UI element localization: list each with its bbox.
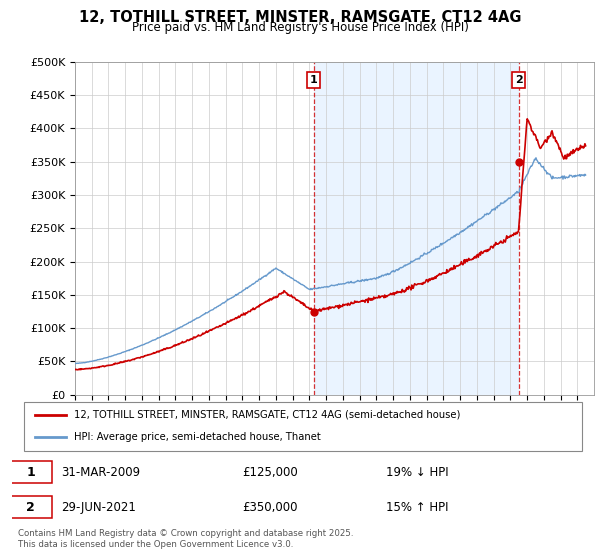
FancyBboxPatch shape (24, 402, 582, 451)
Text: £125,000: £125,000 (242, 465, 298, 479)
Text: £350,000: £350,000 (242, 501, 298, 514)
Text: 12, TOTHILL STREET, MINSTER, RAMSGATE, CT12 4AG (semi-detached house): 12, TOTHILL STREET, MINSTER, RAMSGATE, C… (74, 410, 461, 420)
Text: HPI: Average price, semi-detached house, Thanet: HPI: Average price, semi-detached house,… (74, 432, 321, 442)
Text: 1: 1 (26, 465, 35, 479)
Text: 12, TOTHILL STREET, MINSTER, RAMSGATE, CT12 4AG: 12, TOTHILL STREET, MINSTER, RAMSGATE, C… (79, 10, 521, 25)
Text: 2: 2 (515, 75, 523, 85)
Text: 15% ↑ HPI: 15% ↑ HPI (386, 501, 449, 514)
Text: 1: 1 (310, 75, 317, 85)
Text: Contains HM Land Registry data © Crown copyright and database right 2025.
This d: Contains HM Land Registry data © Crown c… (18, 529, 353, 549)
Bar (314, 62, 518, 395)
Text: Price paid vs. HM Land Registry's House Price Index (HPI): Price paid vs. HM Land Registry's House … (131, 21, 469, 34)
Text: 29-JUN-2021: 29-JUN-2021 (61, 501, 136, 514)
Text: 31-MAR-2009: 31-MAR-2009 (61, 465, 140, 479)
Text: 2: 2 (26, 501, 35, 514)
Text: 19% ↓ HPI: 19% ↓ HPI (386, 465, 449, 479)
FancyBboxPatch shape (9, 461, 52, 483)
FancyBboxPatch shape (9, 496, 52, 519)
